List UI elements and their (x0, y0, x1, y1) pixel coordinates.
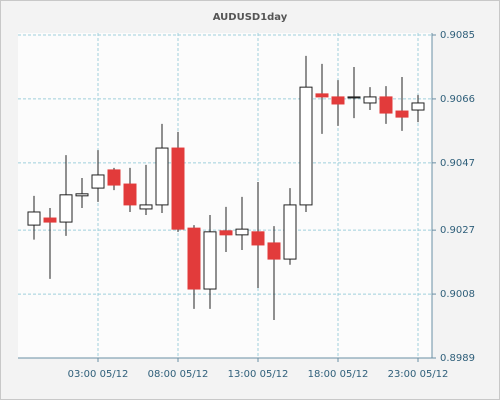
candle-body (395, 110, 409, 118)
candle-body (299, 86, 313, 206)
candle-body (267, 242, 281, 260)
candle-body (251, 231, 265, 246)
candle-body (363, 96, 377, 104)
candle-body (171, 147, 185, 230)
x-tick-label: 23:00 05/12 (388, 369, 449, 380)
x-tick-label: 13:00 05/12 (228, 369, 289, 380)
candle-body (347, 96, 361, 99)
candle-body (235, 228, 249, 236)
y-tick-label: 0.9027 (440, 225, 475, 236)
chart-title: AUDUSD1day (213, 12, 288, 23)
y-tick-label: 0.8989 (440, 353, 475, 364)
x-tick-label: 03:00 05/12 (68, 369, 129, 380)
candle-body (331, 96, 345, 105)
candle-body (411, 102, 425, 111)
candle-body (91, 174, 105, 189)
y-tick-label: 0.9085 (440, 30, 475, 41)
candle-body (219, 230, 233, 236)
y-tick-label: 0.9008 (440, 289, 475, 300)
candle-body (59, 194, 73, 223)
candle-body (107, 169, 121, 186)
candle-body (283, 204, 297, 260)
y-tick-label: 0.9047 (440, 158, 475, 169)
candle-body (203, 231, 217, 290)
candle-body (139, 204, 153, 210)
candle-body (123, 183, 137, 206)
candle-body (187, 227, 201, 290)
candle-body (43, 217, 57, 223)
candle-body (27, 211, 41, 226)
y-tick-label: 0.9066 (440, 94, 475, 105)
candle-body (155, 147, 169, 206)
candle-body (379, 96, 393, 114)
x-tick-label: 08:00 05/12 (148, 369, 209, 380)
candle-body (315, 93, 329, 98)
candle-body (75, 193, 89, 197)
x-tick-label: 18:00 05/12 (308, 369, 369, 380)
